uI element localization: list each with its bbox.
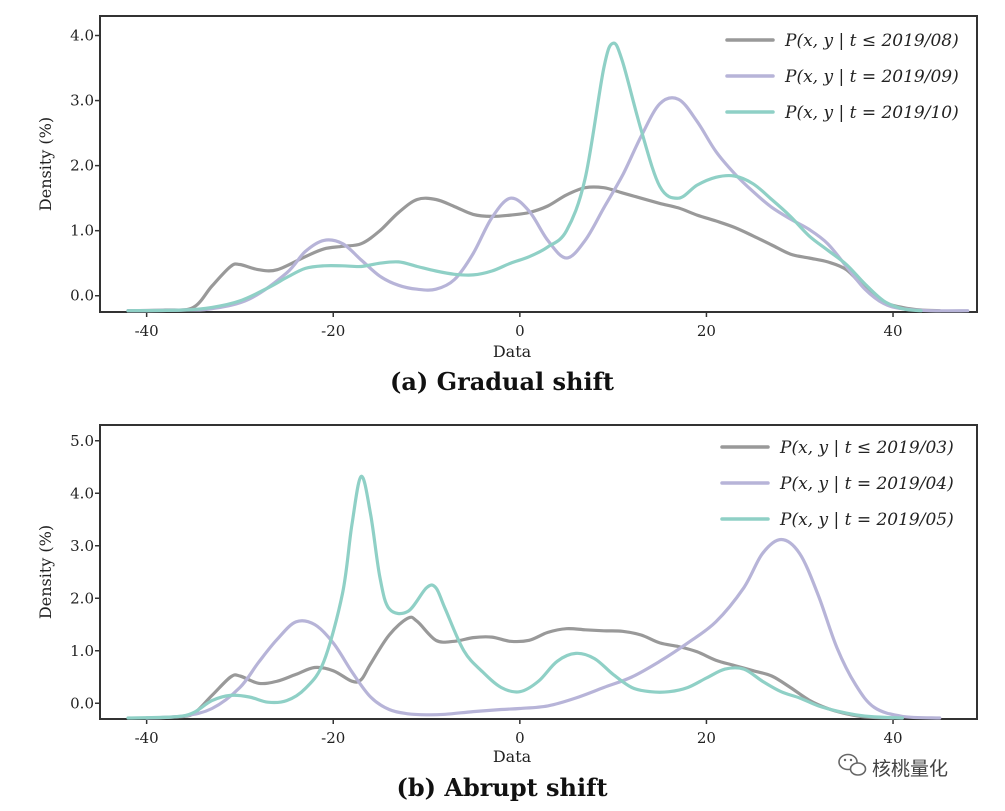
series-line-3	[126, 474, 904, 720]
panel-a-ylabel: Density (%)	[36, 117, 55, 211]
wechat-icon	[838, 753, 867, 776]
y-tick-label: 3.0	[70, 92, 94, 110]
series-line-2	[126, 96, 970, 313]
legend-label-2: P(x, y | t = 2019/04)	[779, 474, 954, 494]
y-tick-label: 1.0	[70, 222, 94, 240]
series-line-3	[126, 41, 923, 313]
series-line-1	[126, 185, 942, 313]
panel-b-caption: (b) Abrupt shift	[396, 773, 607, 802]
panel-b-frame	[99, 424, 978, 720]
y-tick-label: 4.0	[70, 484, 94, 502]
x-tick-label: 0	[515, 322, 525, 340]
panel-b-y-ticks: 0.0 1.0 2.0 3.0 4.0 5.0	[70, 432, 100, 712]
y-tick-label: 4.0	[70, 27, 94, 45]
series-line-1	[145, 615, 895, 720]
panel-a: -40 -20 0 20 40 0.0 1.0 2.0 3.0 4.0 Data Density…	[36, 15, 978, 396]
watermark-text: 核桃量化	[872, 758, 948, 780]
y-tick-label: 2.0	[70, 589, 94, 607]
panel-b-xlabel: Data	[493, 747, 532, 766]
series-line-2	[145, 537, 942, 720]
y-tick-label: 1.0	[70, 642, 94, 660]
x-tick-label: 0	[515, 729, 525, 747]
x-tick-label: -40	[135, 729, 159, 747]
panel-a-frame	[99, 15, 978, 313]
y-tick-label: 0.0	[70, 287, 94, 305]
y-tick-label: 0.0	[70, 694, 94, 712]
y-tick-label: 2.0	[70, 157, 94, 175]
panel-a-series	[126, 41, 970, 313]
legend-label-2: P(x, y | t = 2019/09)	[784, 67, 959, 87]
x-tick-label: -40	[135, 322, 159, 340]
legend-label-1: P(x, y | t ≤ 2019/08)	[784, 31, 959, 51]
y-tick-label: 5.0	[70, 432, 94, 450]
panel-b-legend: P(x, y | t ≤ 2019/03) P(x, y | t = 2019/0…	[720, 438, 954, 530]
x-tick-label: -20	[321, 729, 345, 747]
legend-label-1: P(x, y | t ≤ 2019/03)	[779, 438, 954, 458]
x-tick-label: 40	[883, 322, 902, 340]
panel-b-x-ticks: -40 -20 0 20 40	[135, 719, 903, 747]
y-tick-label: 3.0	[70, 537, 94, 555]
x-tick-label: -20	[321, 322, 345, 340]
panel-a-legend: P(x, y | t ≤ 2019/08) P(x, y | t = 2019/0…	[725, 31, 959, 123]
panel-b: -40 -20 0 20 40 0.0 1.0 2.0 3.0 4.0 5.0 Data Dens…	[36, 424, 978, 802]
panel-b-ylabel: Density (%)	[36, 525, 55, 619]
legend-label-3: P(x, y | t = 2019/05)	[779, 510, 954, 530]
panel-b-series	[126, 474, 942, 720]
panel-a-x-ticks: -40 -20 0 20 40	[135, 312, 903, 340]
panel-a-caption: (a) Gradual shift	[390, 367, 614, 396]
x-tick-label: 40	[883, 729, 902, 747]
x-tick-label: 20	[697, 322, 716, 340]
watermark: 核桃量化	[838, 753, 948, 780]
panel-a-xlabel: Data	[493, 342, 532, 361]
x-tick-label: 20	[697, 729, 716, 747]
legend-label-3: P(x, y | t = 2019/10)	[784, 103, 959, 123]
panel-a-y-ticks: 0.0 1.0 2.0 3.0 4.0	[70, 27, 100, 305]
